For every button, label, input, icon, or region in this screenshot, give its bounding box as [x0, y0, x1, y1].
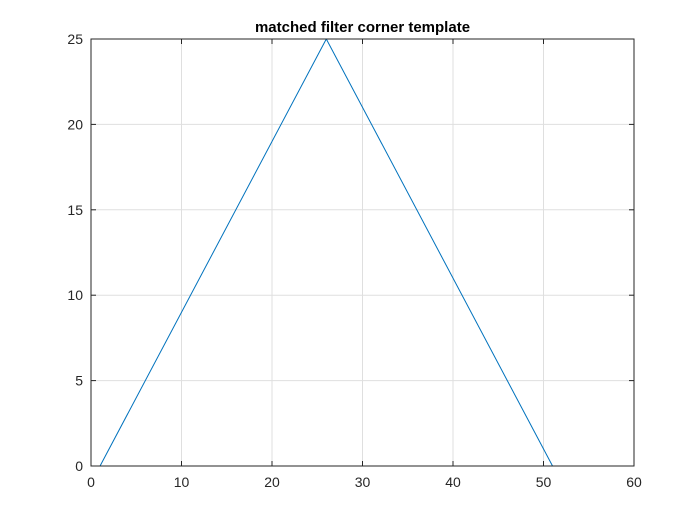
chart-title: matched filter corner template	[255, 19, 470, 36]
y-tick-label: 10	[67, 287, 83, 303]
y-tick-label: 15	[67, 202, 83, 218]
x-tick-label: 20	[264, 474, 280, 490]
x-tick-label: 40	[445, 474, 461, 490]
grid	[91, 39, 634, 466]
y-tick-label: 5	[75, 373, 83, 389]
x-tick-label: 30	[355, 474, 371, 490]
x-tick-label: 0	[87, 474, 95, 490]
y-tick-label: 25	[67, 31, 83, 47]
tick-labels: 0 10 20 30 40 50 60 0 5 10 15 20 25	[67, 31, 642, 490]
x-tick-label: 50	[536, 474, 552, 490]
y-tick-label: 20	[67, 116, 83, 132]
x-tick-label: 10	[174, 474, 190, 490]
x-tick-label: 60	[626, 474, 642, 490]
ticks	[90, 38, 635, 467]
y-tick-label: 0	[75, 458, 83, 474]
